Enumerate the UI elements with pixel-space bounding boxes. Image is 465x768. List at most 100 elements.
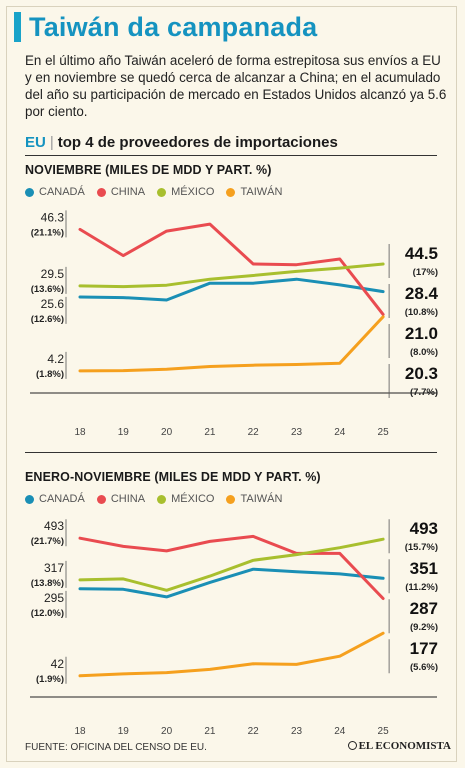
section-heading: EU | top 4 de proveedores de importaciones xyxy=(25,134,338,151)
left-pct-label: (13.6%) xyxy=(31,284,64,295)
right-pct-label: (10.8%) xyxy=(405,307,438,318)
x-tick-label: 22 xyxy=(248,427,260,438)
x-tick-label: 19 xyxy=(118,726,130,737)
right-pct-label: (9.2%) xyxy=(410,622,438,633)
right-value-label: 21.0 xyxy=(405,324,438,343)
legend-item-mexico: MÉXICO xyxy=(157,493,214,505)
chart-1-plot: 18 19 20 21 22 23 24 25 46.3 (21.1%) 29.5 (13.6%) 25… xyxy=(30,210,439,438)
chart-1-title: NOVIEMBRE (MILES DE MDD Y PART. %) xyxy=(25,163,272,177)
legend-label: MÉXICO xyxy=(171,186,215,198)
chart-2-title: ENERO-NOVIEMBRE (MILES DE MDD Y PART. %) xyxy=(25,470,321,484)
right-value-label: 20.3 xyxy=(405,364,438,383)
series-line-taiwan xyxy=(78,315,385,373)
chart-2-plot: 18 19 20 21 22 23 24 25 493 (21.7%) 317 (13.8%) 295 (… xyxy=(30,519,438,737)
left-pct-label: (21.7%) xyxy=(31,536,64,547)
right-value-label: 351 xyxy=(410,559,438,578)
right-pct-label: (8.0%) xyxy=(410,347,438,358)
chart-1-legend: CANADÁ CHINA MÉXICO TAIWÁN xyxy=(25,186,282,198)
x-tick-label: 21 xyxy=(204,726,216,737)
series-line-canada xyxy=(78,277,385,302)
x-tick-label: 22 xyxy=(248,726,260,737)
series-line-china xyxy=(78,222,385,316)
intro-text: En el último año Taiwán aceleró de forma… xyxy=(25,53,447,119)
left-value-label: 46.3 xyxy=(41,210,65,224)
right-pct-label: (17%) xyxy=(413,267,438,278)
legend-label: CHINA xyxy=(110,186,146,198)
left-value-label: 295 xyxy=(44,591,64,605)
x-tick-label: 25 xyxy=(378,726,390,737)
left-pct-label: (21.1%) xyxy=(31,227,64,238)
x-tick-label: 20 xyxy=(161,427,173,438)
series-line-mexico xyxy=(78,537,385,592)
legend-label: CANADÁ xyxy=(39,186,85,198)
legend-label: CHINA xyxy=(110,493,146,505)
logo-icon xyxy=(347,741,357,750)
page-title: Taiwán da campanada xyxy=(29,11,318,42)
legend-label: CANADÁ xyxy=(39,493,85,505)
source-note: FUENTE: OFICINA DEL CENSO DE EU. xyxy=(25,742,207,753)
logo-text: EL ECONOMISTA xyxy=(358,740,451,752)
legend-item-china: CHINA xyxy=(96,493,146,505)
x-tick-label: 19 xyxy=(118,427,130,438)
section-rule xyxy=(25,155,437,156)
legend-item-china: CHINA xyxy=(96,186,146,198)
x-tick-label: 25 xyxy=(378,427,390,438)
legend-dot-mexico xyxy=(157,187,167,197)
left-value-label: 42 xyxy=(51,657,65,671)
x-tick-label: 21 xyxy=(204,427,216,438)
left-value-label: 493 xyxy=(44,519,64,533)
frame xyxy=(6,6,457,762)
left-value-label: 29.5 xyxy=(41,267,65,281)
right-pct-label: (7.7%) xyxy=(410,387,438,398)
series-line-canada xyxy=(78,567,385,599)
x-tick-label: 23 xyxy=(291,427,303,438)
right-pct-label: (11.2%) xyxy=(405,582,438,593)
legend-dot-china xyxy=(96,187,106,197)
left-pct-label: (12.0%) xyxy=(31,608,64,619)
right-pct-label: (15.7%) xyxy=(405,542,438,553)
right-value-label: 287 xyxy=(410,599,438,618)
legend-dot-taiwan xyxy=(226,187,236,197)
left-value-label: 25.6 xyxy=(41,297,65,311)
left-value-label: 317 xyxy=(44,561,64,575)
title-block: Taiwán da campanada xyxy=(14,10,317,44)
left-value-label: 4.2 xyxy=(47,352,64,366)
legend-label: TAIWÁN xyxy=(240,186,283,198)
publisher-logo: EL ECONOMISTA xyxy=(347,740,451,752)
left-pct-label: (12.6%) xyxy=(31,314,64,325)
right-value-label: 44.5 xyxy=(405,244,438,263)
series-line-china xyxy=(78,534,385,600)
left-pct-label: (13.8%) xyxy=(31,578,64,589)
legend-item-taiwan: TAIWÁN xyxy=(226,186,282,198)
x-tick-label: 24 xyxy=(334,427,346,438)
legend-item-canada: CANADÁ xyxy=(25,186,85,198)
series-line-taiwan xyxy=(78,631,385,678)
chart-divider xyxy=(25,452,437,453)
legend-dot-taiwan xyxy=(226,494,236,504)
x-tick-label: 24 xyxy=(334,726,346,737)
series-line-mexico xyxy=(78,262,385,289)
left-pct-label: (1.8%) xyxy=(36,369,64,380)
legend-dot-china xyxy=(96,494,106,504)
right-value-label: 28.4 xyxy=(405,284,439,303)
legend-dot-canada xyxy=(25,187,34,197)
section-separator: | xyxy=(49,134,54,151)
legend-item-taiwan: TAIWÁN xyxy=(226,493,282,505)
title-accent-bar xyxy=(14,12,21,42)
right-value-label: 493 xyxy=(410,519,438,538)
x-tick-label: 23 xyxy=(291,726,303,737)
x-tick-label: 18 xyxy=(74,726,86,737)
left-pct-label: (1.9%) xyxy=(36,674,64,685)
x-tick-label: 20 xyxy=(161,726,173,737)
section-prefix: EU xyxy=(25,134,46,151)
right-pct-label: (5.6%) xyxy=(410,662,438,673)
legend-dot-mexico xyxy=(157,494,167,504)
legend-item-mexico: MÉXICO xyxy=(157,186,214,198)
right-value-label: 177 xyxy=(410,639,438,658)
legend-dot-canada xyxy=(25,494,34,504)
section-title: top 4 de proveedores de importaciones xyxy=(57,134,338,151)
chart-2-legend: CANADÁ CHINA MÉXICO TAIWÁN xyxy=(25,493,282,505)
legend-label: TAIWÁN xyxy=(240,493,283,505)
legend-label: MÉXICO xyxy=(171,493,215,505)
x-tick-label: 18 xyxy=(74,427,86,438)
